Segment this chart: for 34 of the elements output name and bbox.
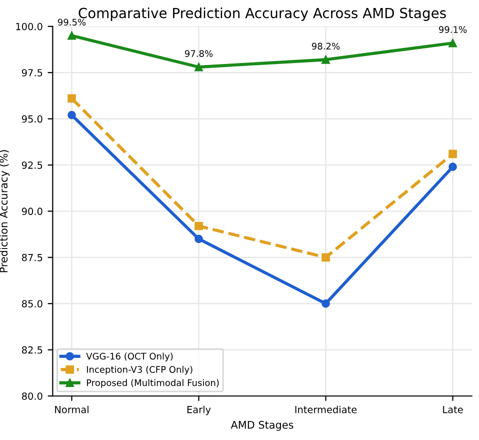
point	[322, 253, 330, 262]
x-tick-label: Late	[443, 406, 463, 414]
point	[322, 299, 330, 308]
y-tick-label: 82.5	[22, 346, 42, 354]
point	[448, 150, 457, 158]
y-tick-label: 87.5	[22, 254, 42, 262]
x-tick-label: Intermediate	[295, 406, 357, 414]
data-label: 97.8%	[184, 50, 213, 57]
point	[68, 110, 76, 120]
x-tick-label: Early	[187, 406, 211, 416]
legend-label: Proposed (Multimodal Fusion)	[86, 379, 219, 388]
y-tick-label: 90.0	[22, 208, 42, 216]
y-tick-label: 85.0	[22, 300, 42, 308]
point	[194, 62, 203, 72]
data-label: 99.5%	[58, 18, 86, 26]
y-tick-label: 80.0	[22, 392, 42, 400]
y-tick-label: 95.0	[22, 115, 42, 123]
x-axis-title: AMD Stages	[230, 420, 294, 431]
point	[194, 222, 203, 230]
legend-label: VGG-16 (OCT Only)	[86, 352, 173, 362]
data-label: 98.2%	[312, 42, 340, 50]
point	[194, 234, 203, 244]
point	[448, 38, 457, 48]
point	[68, 31, 76, 40]
y-tick-label: 92.5	[22, 161, 42, 169]
point	[448, 162, 457, 172]
y-tick-label: 100.0	[16, 22, 42, 30]
y-tick-label: 97.5	[22, 69, 42, 76]
data-label: 99.1%	[438, 26, 467, 33]
point	[68, 94, 76, 103]
x-tick-label: Normal	[55, 406, 88, 414]
point	[322, 55, 330, 64]
legend-label: Inception-V3 (CFP Only)	[86, 366, 192, 375]
chart-title: Comparative Prediction Accuracy Across AMD Stages	[78, 8, 446, 21]
